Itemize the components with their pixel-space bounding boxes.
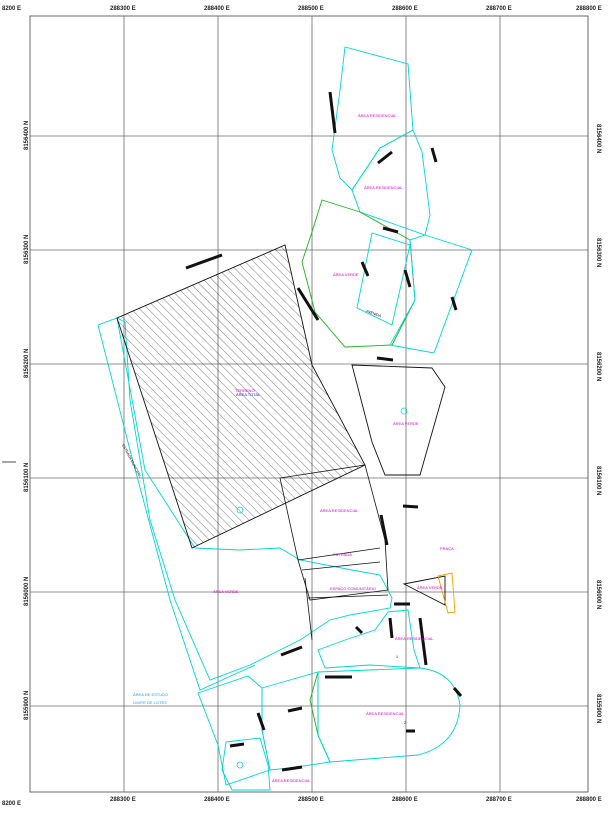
label-area: ÁREA RESIDENCIAL	[395, 636, 434, 641]
label-area: ÁREA VERDE	[213, 589, 239, 594]
markers	[236, 407, 408, 769]
legend: ÁREA DE ESTUDO LIMITE DE LOTES	[133, 692, 168, 705]
label-area: ÁREA VERDE	[417, 585, 443, 590]
easting-label: 288500 E	[298, 6, 324, 12]
legend-item: LIMITE DE LOTES	[133, 700, 167, 705]
label-area: ESPAÇO COMUNITÁRIO	[330, 586, 376, 591]
northing-label: 8156200 N	[24, 349, 30, 378]
easting-label: 288500 E	[298, 797, 324, 803]
label-number: 2	[404, 721, 406, 725]
easting-label: 288600 E	[392, 6, 418, 12]
northing-label: 8156300 N	[595, 238, 601, 267]
legend-item: ÁREA DE ESTUDO	[133, 692, 168, 697]
easting-label: 288300 E	[110, 797, 136, 803]
parcel-bottom-left-lower	[221, 737, 271, 791]
easting-label: 288600 E	[392, 797, 418, 803]
northing-label: 8155900 N	[24, 691, 30, 720]
lot-lines	[279, 464, 389, 641]
northing-label: 8156100 N	[24, 463, 30, 492]
orange-parcel	[437, 572, 456, 614]
easting-label: 288700 E	[486, 6, 512, 12]
northing-label: 8156400 N	[595, 124, 601, 153]
easting-label: 288800 E	[576, 797, 602, 803]
corner-label-bottom: 8200 E	[2, 801, 21, 807]
parcel-cyan-right	[389, 234, 473, 354]
parcel-bottom-oval	[317, 667, 461, 763]
northing-label: 8156000 N	[595, 580, 601, 609]
northing-labels-left: 8156400 N 8156300 N 8156200 N 8156100 N …	[24, 121, 30, 720]
parcel-bottom-center	[261, 671, 331, 771]
label-road: AVENIDA	[366, 309, 383, 318]
northing-labels-right: 8156400 N 8156300 N 8156200 N 8156100 N …	[595, 124, 601, 723]
easting-label: 288300 E	[110, 6, 136, 12]
label-area: ÁREA RESIDENCIAL	[272, 778, 311, 783]
grid-lines	[2, 15, 589, 793]
label-number: 1	[396, 655, 398, 659]
easting-label: 288800 E	[576, 6, 602, 12]
parcel-inner	[356, 232, 411, 326]
label-area: ÁREA RESIDENCIAL	[366, 711, 405, 716]
label-terreno: TERRENO	[235, 388, 255, 393]
northing-label: 8156100 N	[595, 466, 601, 495]
easting-label: 288400 E	[204, 6, 230, 12]
parcel-residential-top	[331, 46, 414, 191]
northing-label: 8156300 N	[24, 235, 30, 264]
hatched-parcel	[116, 244, 366, 549]
northing-label: 8156200 N	[595, 352, 601, 381]
northing-label: 8156000 N	[24, 577, 30, 606]
easting-label: 288700 E	[486, 797, 512, 803]
parcel-bottom-cyan	[317, 609, 421, 669]
parcel-residential-mid	[351, 129, 431, 236]
label-area: ÁREA RESIDENCIAL	[364, 185, 403, 190]
northing-label: 8156400 N	[24, 121, 30, 150]
label-area: ESTRADA	[333, 552, 352, 557]
easting-label: 288400 E	[204, 797, 230, 803]
corner-label-top: 8200 E	[2, 6, 21, 12]
easting-labels-top: 8200 E 288300 E 288400 E 288500 E 288600…	[2, 6, 602, 12]
parcel-green	[301, 199, 416, 348]
label-area: PRAÇA	[440, 546, 454, 551]
parcel-black-mid	[351, 364, 446, 476]
label-area: ÁREA RESIDENCIAL	[358, 113, 397, 118]
label-area: ÁREA VERDE	[393, 421, 419, 426]
label-terreno-sub: ÁREA TOTAL	[236, 392, 261, 397]
site-boundary	[97, 317, 393, 691]
parcel-bottom-green	[309, 671, 331, 763]
parcel-bottom-left	[197, 675, 271, 786]
road-marks	[185, 91, 463, 772]
northing-label: 8155900 N	[595, 694, 601, 723]
easting-labels-bottom: 8200 E 288300 E 288400 E 288500 E 288600…	[2, 797, 602, 807]
triangle-parcel	[402, 575, 446, 606]
label-area: ÁREA VERDE	[333, 272, 359, 277]
label-area: ÁREA RESIDENCIAL	[320, 508, 359, 513]
